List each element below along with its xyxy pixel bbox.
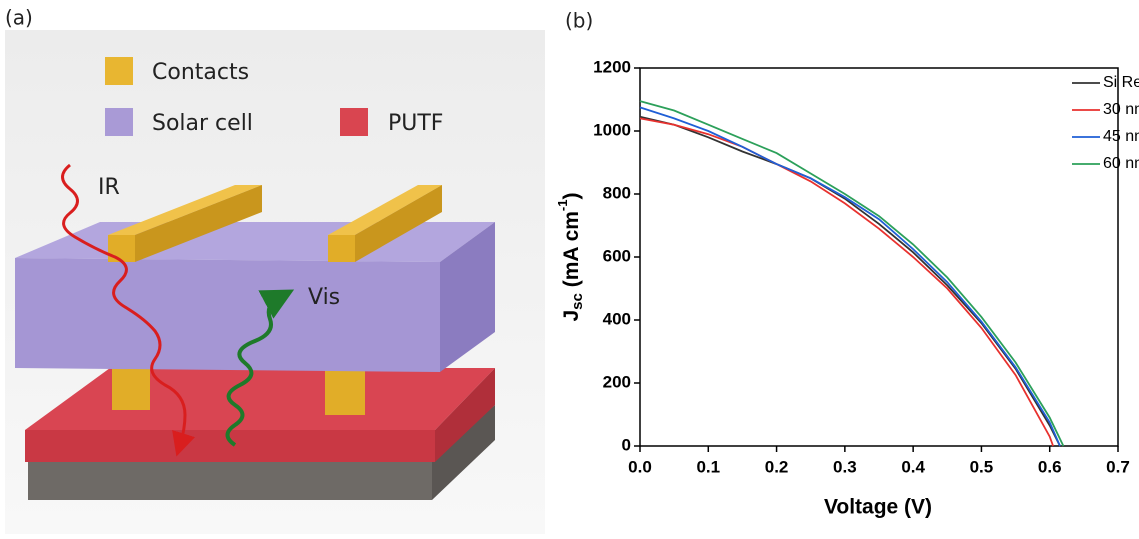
legend-label: Si Ref. xyxy=(1103,74,1139,91)
y-tick-label: 800 xyxy=(603,183,631,202)
diagram: (a) Contacts Solar cell PUTF IR Vis xyxy=(5,6,545,535)
y-tick-label: 1000 xyxy=(593,120,631,139)
legend-label: 60 nm xyxy=(1103,155,1139,172)
chart: (b) Voltage (V) Jsc (mA cm-1) 0 200 400 600… xyxy=(555,9,1139,519)
series-line xyxy=(640,117,1060,446)
y-label-part: J xyxy=(560,310,583,322)
legend-label: 30 nm xyxy=(1103,101,1139,118)
panel-label: (a) xyxy=(5,6,33,30)
page: (a) Contacts Solar cell PUTF IR Vis (b) … xyxy=(0,0,1139,534)
contact xyxy=(108,235,135,262)
series-line xyxy=(640,107,1060,446)
panel-label: (b) xyxy=(565,9,593,33)
contact xyxy=(325,365,365,415)
legend-swatch xyxy=(340,108,368,136)
legend-label: Contacts xyxy=(152,60,249,85)
annotation: Vis xyxy=(308,285,340,310)
y-tick-label: 400 xyxy=(603,309,631,328)
legend-swatch xyxy=(105,108,133,136)
y-label-sub: sc xyxy=(569,293,586,310)
x-tick-label: 0.3 xyxy=(833,457,857,476)
legend-swatch xyxy=(105,57,133,85)
x-tick-label: 0.1 xyxy=(696,457,720,476)
series-line xyxy=(640,101,1063,446)
y-tick-label: 1200 xyxy=(593,57,631,76)
x-tick-label: 0.6 xyxy=(1038,457,1062,476)
y-label-part: (mA cm xyxy=(560,211,583,293)
y-tick-label: 0 xyxy=(622,435,631,454)
x-tick-label: 0.4 xyxy=(901,457,925,476)
contact xyxy=(112,365,150,410)
series-line xyxy=(640,118,1053,446)
x-tick-label: 0.7 xyxy=(1106,457,1130,476)
y-tick-label: 600 xyxy=(603,246,631,265)
annotation: IR xyxy=(98,175,120,200)
substrate xyxy=(28,460,432,500)
y-label-part: ) xyxy=(560,192,583,199)
x-tick-label: 0.5 xyxy=(970,457,994,476)
cell-top xyxy=(15,222,495,262)
cell-front xyxy=(15,258,440,372)
y-label-sup: -1 xyxy=(555,199,570,211)
y-tick-label: 200 xyxy=(603,372,631,391)
y-axis-label: Jsc (mA cm-1) xyxy=(555,192,586,321)
legend-label: PUTF xyxy=(388,111,443,136)
putf-front xyxy=(25,430,435,462)
contact xyxy=(328,235,355,262)
legend-label: Solar cell xyxy=(152,111,253,136)
x-tick-label: 0.2 xyxy=(765,457,789,476)
figure: (a) Contacts Solar cell PUTF IR Vis (b) … xyxy=(0,0,1139,534)
x-axis-label: Voltage (V) xyxy=(824,496,932,519)
x-tick-label: 0.0 xyxy=(628,457,652,476)
plot-frame xyxy=(640,68,1118,446)
legend-label: 45 nm xyxy=(1103,128,1139,145)
